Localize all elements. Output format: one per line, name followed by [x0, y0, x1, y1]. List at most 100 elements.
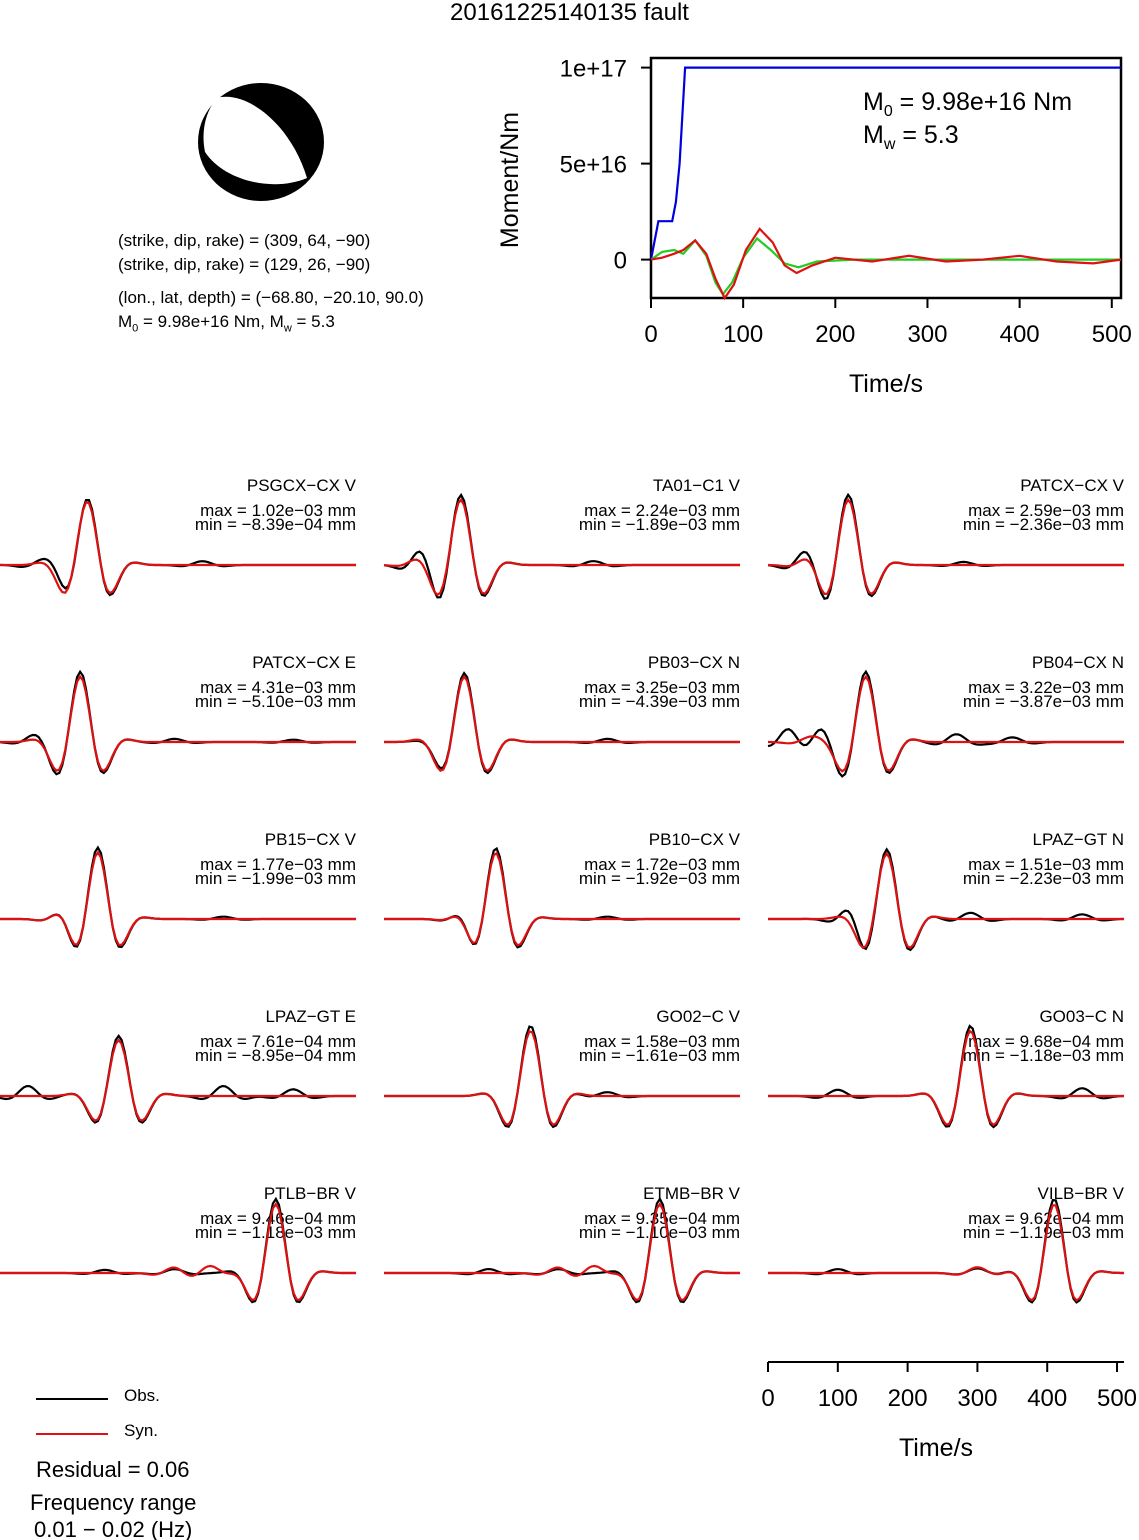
- wave-xtick-label: 400: [1027, 1385, 1067, 1412]
- station-label: VILB−BR V: [1038, 1184, 1125, 1203]
- frequency-value: 0.01 − 0.02 (Hz): [34, 1517, 193, 1540]
- station-min: min = −8.39e−04 mm: [195, 515, 356, 534]
- station-min: min = −1.92e−03 mm: [579, 869, 740, 888]
- station-min: min = −4.39e−03 mm: [579, 692, 740, 711]
- synthetic-trace: [768, 1204, 1124, 1302]
- wave-xlabel: Time/s: [899, 1434, 973, 1460]
- station-max: max = 7.61e−04 mm: [200, 1032, 356, 1051]
- moment-ytick-label: 0: [614, 248, 627, 275]
- station-max: max = 1.58e−03 mm: [584, 1032, 740, 1051]
- synthetic-trace: [768, 674, 1124, 773]
- station-label: PATCX−CX E: [252, 653, 356, 672]
- station-label: PB10−CX V: [649, 830, 741, 849]
- synthetic-trace: [384, 1030, 740, 1127]
- station-min: min = −8.95e−04 mm: [195, 1046, 356, 1065]
- synthetic-trace: [0, 850, 356, 947]
- station-label: PB15−CX V: [265, 830, 357, 849]
- station-min: min = −1.99e−03 mm: [195, 869, 356, 888]
- wave-xtick-label: 200: [888, 1385, 928, 1412]
- station-min: min = −1.61e−03 mm: [579, 1046, 740, 1065]
- legend-syn-line: [36, 1433, 108, 1435]
- station-min: min = −1.10e−03 mm: [579, 1223, 740, 1242]
- station-label: PSGCX−CX V: [247, 476, 357, 495]
- moment-xtick-label: 400: [1000, 321, 1040, 348]
- moment-xtick-label: 100: [723, 321, 763, 348]
- moment-xtick-label: 500: [1092, 321, 1132, 348]
- wave-xtick-label: 100: [818, 1385, 858, 1412]
- synthetic-trace: [0, 501, 356, 595]
- station-max: max = 1.02e−03 mm: [200, 501, 356, 520]
- station-max: max = 2.24e−03 mm: [584, 501, 740, 520]
- moment-xtick-label: 300: [907, 321, 947, 348]
- station-min: min = −1.89e−03 mm: [579, 515, 740, 534]
- moment-plot-frame: [649, 56, 1123, 300]
- station-label: LPAZ−GT E: [265, 1007, 356, 1026]
- mechanism-plane1: (strike, dip, rake) = (309, 64, −90): [118, 231, 371, 250]
- station-label: GO03−C N: [1039, 1007, 1124, 1026]
- station-label: LPAZ−GT N: [1033, 830, 1124, 849]
- mechanism-plane2: (strike, dip, rake) = (129, 26, −90): [118, 255, 371, 274]
- observed-trace: [0, 669, 356, 776]
- wave-xtick-label: 300: [957, 1385, 997, 1412]
- station-max: max = 1.72e−03 mm: [584, 855, 740, 874]
- station-min: min = −2.36e−03 mm: [963, 515, 1124, 534]
- station-label: TA01−C1 V: [653, 476, 741, 495]
- moment-series-2: [650, 227, 1122, 301]
- station-label: PTLB−BR V: [264, 1184, 357, 1203]
- synthetic-trace: [0, 674, 356, 773]
- frequency-label: Frequency range: [30, 1490, 197, 1515]
- station-max: max = 9.46e−04 mm: [200, 1209, 356, 1228]
- beachball-nodal-region: [203, 96, 307, 185]
- moment-ylabel: Moment/Nm: [496, 112, 524, 248]
- station-min: min = −1.18e−03 mm: [963, 1046, 1124, 1065]
- moment-xlabel: Time/s: [849, 370, 923, 398]
- legend-syn-label: Syn.: [124, 1421, 159, 1440]
- moment-xtick-label: 200: [815, 321, 855, 348]
- station-min: min = −1.19e−03 mm: [963, 1223, 1124, 1242]
- wave-xtick-label: 0: [761, 1385, 774, 1412]
- observed-trace: [768, 1024, 1125, 1129]
- station-max: max = 2.59e−03 mm: [968, 501, 1124, 520]
- mechanism-moment: M0 = 9.98e+16 Nm, Mw = 5.3: [118, 312, 335, 335]
- legend-obs-line: [36, 1398, 108, 1400]
- synthetic-trace: [383, 497, 740, 597]
- station-label: PATCX−CX V: [1020, 476, 1124, 495]
- synthetic-trace: [384, 1202, 740, 1302]
- wave-xtick-label: 500: [1097, 1385, 1137, 1412]
- station-label: PB04−CX N: [1032, 653, 1124, 672]
- station-max: max = 1.77e−03 mm: [200, 855, 356, 874]
- page-title: 20161225140135 fault: [450, 0, 689, 26]
- synthetic-trace: [384, 851, 740, 947]
- moment-series-1: [650, 236, 1121, 297]
- station-label: GO02−C V: [656, 1007, 740, 1026]
- beachball: [198, 83, 324, 201]
- station-max: max = 9.62e−04 mm: [968, 1209, 1124, 1228]
- moment-series-0: [649, 66, 1121, 260]
- station-min: min = −2.23e−03 mm: [963, 869, 1124, 888]
- legend-obs-label: Obs.: [124, 1386, 160, 1405]
- station-min: min = −5.10e−03 mm: [195, 692, 356, 711]
- station-min: min = −1.18e−03 mm: [195, 1223, 356, 1242]
- synthetic-trace: [767, 497, 1124, 596]
- moment-xtick-label: 0: [644, 321, 657, 348]
- synthetic-trace: [768, 851, 1124, 950]
- moment-ytick-label: 1e+17: [560, 56, 627, 83]
- moment-chart: 0 100 200 300 400 500 0 5e+16 1e+17 Time/s Moment/…: [496, 56, 1132, 398]
- mechanism-location: (lon., lat, depth) = (−68.80, −20.10, 90…: [118, 288, 424, 307]
- synthetic-trace: [0, 1202, 356, 1302]
- station-max: max = 9.35e−04 mm: [584, 1209, 740, 1228]
- station-max: max = 4.31e−03 mm: [200, 678, 356, 697]
- synthetic-trace: [384, 674, 740, 773]
- residual-text: Residual = 0.06: [36, 1457, 190, 1482]
- station-label: ETMB−BR V: [643, 1184, 740, 1203]
